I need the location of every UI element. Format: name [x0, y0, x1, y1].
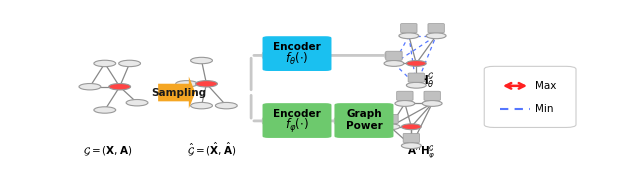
Polygon shape [158, 77, 195, 108]
FancyBboxPatch shape [484, 66, 576, 127]
Circle shape [422, 101, 442, 106]
Text: Min: Min [535, 104, 554, 114]
Circle shape [196, 81, 218, 87]
Text: $\mathcal{G} = (\mathbf{X}, \mathbf{A})$: $\mathcal{G} = (\mathbf{X}, \mathbf{A})$ [83, 145, 132, 158]
Text: Graph: Graph [346, 109, 382, 119]
Circle shape [401, 143, 421, 149]
Text: $\hat{\mathcal{G}} = (\hat{\mathbf{X}}, \hat{\mathbf{A}})$: $\hat{\mathcal{G}} = (\hat{\mathbf{X}}, … [187, 141, 236, 158]
Text: Encoder: Encoder [273, 109, 321, 119]
Circle shape [406, 82, 426, 88]
Circle shape [426, 33, 446, 39]
Text: $f_{\theta}(\cdot)$: $f_{\theta}(\cdot)$ [285, 51, 308, 67]
Circle shape [176, 81, 198, 87]
FancyBboxPatch shape [428, 24, 444, 33]
Text: Power: Power [346, 121, 382, 131]
FancyBboxPatch shape [382, 115, 398, 124]
FancyBboxPatch shape [386, 51, 402, 60]
Text: $\hat{\mathbf{A}}^{n}\mathbf{H}_{\varphi}^{\mathcal{G}}$: $\hat{\mathbf{A}}^{n}\mathbf{H}_{\varphi… [407, 140, 435, 160]
Circle shape [191, 102, 212, 109]
Text: Sampling: Sampling [152, 88, 207, 98]
Circle shape [191, 57, 212, 64]
Circle shape [126, 100, 148, 106]
Circle shape [399, 33, 419, 39]
Circle shape [401, 124, 421, 130]
Text: Max: Max [535, 81, 556, 91]
Circle shape [118, 60, 141, 67]
Circle shape [109, 84, 131, 90]
Circle shape [94, 107, 116, 113]
FancyBboxPatch shape [262, 103, 332, 138]
Text: $f_{\varphi}(\cdot)$: $f_{\varphi}(\cdot)$ [285, 117, 309, 135]
Circle shape [94, 60, 116, 67]
Circle shape [384, 60, 404, 66]
Text: $\mathbf{H}_{\theta}^{\mathcal{G}}$: $\mathbf{H}_{\theta}^{\mathcal{G}}$ [418, 72, 435, 90]
FancyBboxPatch shape [424, 91, 440, 100]
Circle shape [216, 102, 237, 109]
Text: Encoder: Encoder [273, 42, 321, 52]
FancyBboxPatch shape [401, 24, 417, 33]
Circle shape [395, 101, 415, 106]
FancyBboxPatch shape [335, 103, 394, 138]
FancyBboxPatch shape [408, 73, 424, 82]
Circle shape [380, 124, 400, 130]
Circle shape [79, 84, 101, 90]
FancyBboxPatch shape [397, 91, 413, 100]
FancyBboxPatch shape [262, 36, 332, 71]
Circle shape [406, 60, 426, 66]
FancyBboxPatch shape [403, 133, 419, 143]
